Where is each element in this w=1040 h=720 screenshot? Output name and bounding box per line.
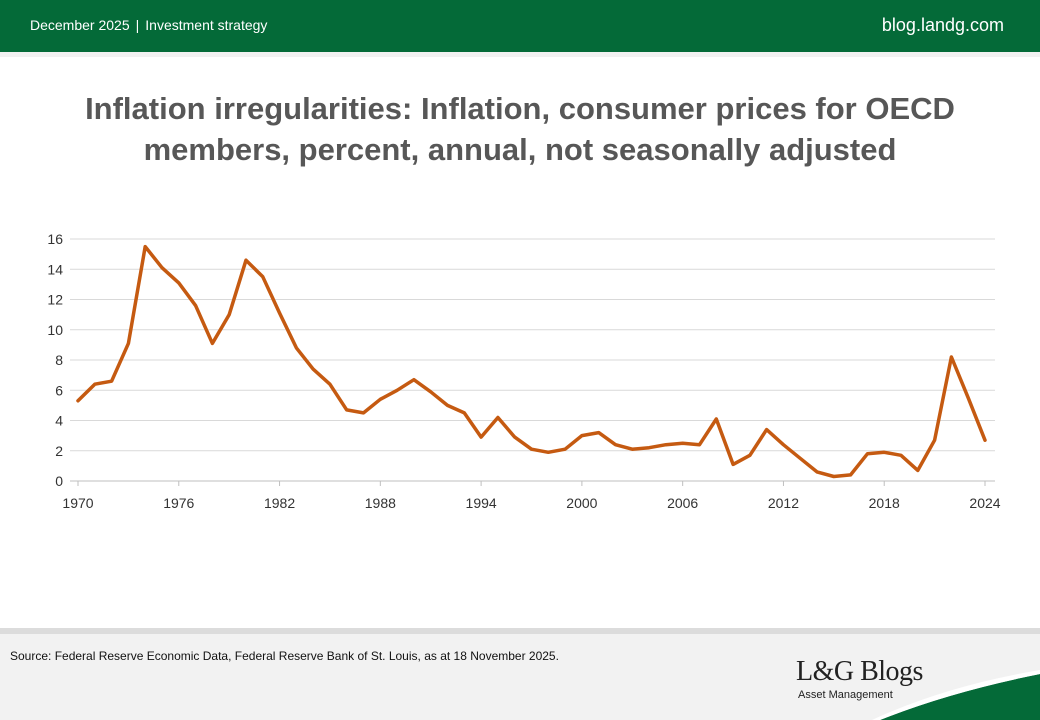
- header-meta: December 2025 | Investment strategy: [30, 17, 267, 33]
- y-tick-label: 12: [47, 292, 63, 308]
- x-tick-label: 2018: [869, 495, 900, 511]
- footer: Source: Federal Reserve Economic Data, F…: [0, 634, 1040, 720]
- chart-title: Inflation irregularities: Inflation, con…: [40, 88, 1000, 170]
- x-tick-label: 1994: [466, 495, 497, 511]
- source-note: Source: Federal Reserve Economic Data, F…: [10, 649, 559, 663]
- y-tick-label: 14: [47, 261, 63, 277]
- brand-swoosh: [872, 670, 1040, 720]
- series-line-0: [76, 244, 987, 479]
- x-tick-label: 1982: [264, 495, 295, 511]
- header-date: December 2025: [30, 17, 130, 33]
- x-tick-label: 2024: [969, 495, 1000, 511]
- chart-title-line-1: Inflation irregularities: Inflation, con…: [85, 91, 955, 126]
- x-tick-label: 2000: [566, 495, 597, 511]
- y-tick-label: 16: [47, 231, 63, 247]
- y-tick-label: 10: [47, 322, 63, 338]
- header-category[interactable]: Investment strategy: [145, 17, 268, 33]
- x-tick-label: 1970: [62, 495, 93, 511]
- header-bar: December 2025 | Investment strategy blog.l…: [0, 0, 1040, 52]
- y-tick-label: 0: [55, 473, 63, 489]
- inflation-line-chart: 0 2 4 6 8 10 12 14 16 1970 1976 1982 1988 1994 2000 20…: [47, 231, 1001, 511]
- y-tick-label: 8: [55, 352, 63, 368]
- x-tick-label: 2006: [667, 495, 698, 511]
- brand-subtitle: Asset Management: [798, 689, 893, 701]
- gridlines: [70, 238, 995, 482]
- x-tick-label: 1988: [365, 495, 396, 511]
- footer-divider: [0, 628, 1040, 634]
- header-separator: |: [135, 17, 140, 33]
- y-tick-label: 2: [55, 443, 63, 459]
- site-link[interactable]: blog.landg.com: [881, 15, 1004, 35]
- y-tick-labels: 0 2 4 6 8 10 12 14 16: [47, 231, 63, 489]
- x-tick-labels: 1970 1976 1982 1988 1994 2000 2006 2012 2018 2024: [62, 481, 1001, 511]
- header-shadow: [0, 52, 1040, 57]
- chart-title-line-2: members, percent, annual, not seasonally…: [143, 132, 897, 167]
- y-tick-label: 4: [55, 413, 63, 429]
- series-layer: [76, 244, 987, 479]
- x-tick-label: 2012: [768, 495, 799, 511]
- brand-logo[interactable]: L&G Blogs: [796, 656, 923, 687]
- y-tick-label: 6: [55, 382, 63, 398]
- x-tick-label: 1976: [163, 495, 194, 511]
